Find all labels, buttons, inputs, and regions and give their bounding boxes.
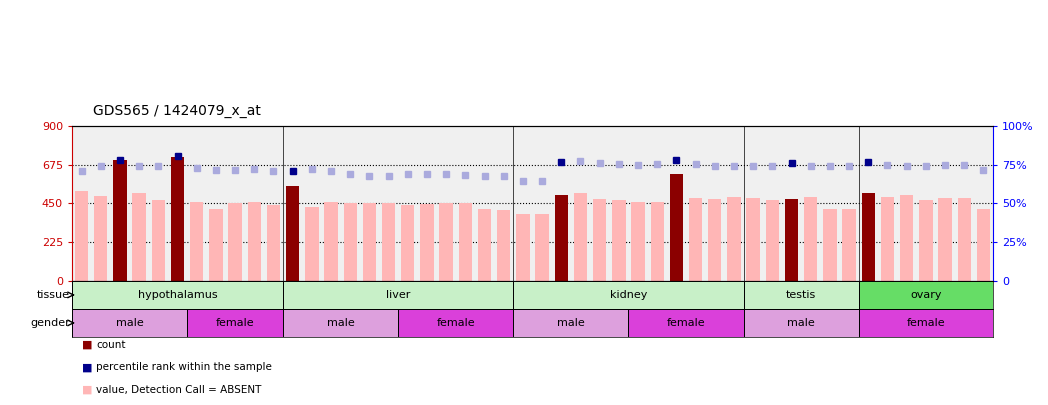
Bar	[152, 200, 165, 281]
Bar	[744, 309, 858, 337]
Bar	[478, 209, 492, 281]
Bar	[74, 191, 88, 281]
Text: female: female	[907, 318, 945, 328]
Bar	[938, 198, 952, 281]
Text: male: male	[556, 318, 585, 328]
Text: ovary: ovary	[910, 290, 941, 300]
Bar	[305, 207, 319, 281]
Text: tissue: tissue	[37, 290, 70, 300]
Text: female: female	[667, 318, 705, 328]
Text: value, Detection Call = ABSENT: value, Detection Call = ABSENT	[96, 385, 262, 394]
Bar	[593, 199, 607, 281]
Bar	[843, 209, 856, 281]
Bar	[283, 281, 514, 309]
Bar	[94, 196, 108, 281]
Text: male: male	[327, 318, 354, 328]
Bar	[670, 174, 683, 281]
Text: percentile rank within the sample: percentile rank within the sample	[96, 362, 272, 372]
Bar	[190, 202, 203, 281]
Bar	[746, 198, 760, 281]
Text: GDS565 / 1424079_x_at: GDS565 / 1424079_x_at	[93, 104, 261, 118]
Bar	[514, 309, 629, 337]
Text: male: male	[115, 318, 144, 328]
Bar	[420, 204, 434, 281]
Bar	[727, 196, 741, 281]
Bar	[459, 203, 472, 281]
Bar	[286, 186, 300, 281]
Bar	[398, 309, 514, 337]
Bar	[689, 198, 702, 281]
Text: liver: liver	[386, 290, 411, 300]
Text: ■: ■	[83, 340, 93, 350]
Bar	[861, 193, 875, 281]
Text: ■: ■	[83, 362, 93, 372]
Bar	[188, 309, 283, 337]
Bar	[72, 309, 188, 337]
Bar	[708, 199, 721, 281]
Text: gender: gender	[30, 318, 70, 328]
Bar	[247, 202, 261, 281]
Bar	[210, 209, 222, 281]
Bar	[880, 196, 894, 281]
Bar	[171, 157, 184, 281]
Bar	[344, 203, 357, 281]
Bar	[72, 281, 283, 309]
Bar	[804, 196, 817, 281]
Text: female: female	[436, 318, 475, 328]
Text: male: male	[787, 318, 815, 328]
Bar	[823, 209, 836, 281]
Bar	[858, 309, 994, 337]
Text: female: female	[216, 318, 255, 328]
Text: kidney: kidney	[610, 290, 647, 300]
Bar	[536, 214, 549, 281]
Bar	[517, 214, 529, 281]
Bar	[958, 198, 970, 281]
Bar	[573, 193, 587, 281]
Bar	[267, 205, 280, 281]
Text: count: count	[96, 340, 126, 350]
Text: hypothalamus: hypothalamus	[137, 290, 217, 300]
Bar	[977, 209, 990, 281]
Bar	[381, 203, 395, 281]
Text: ■: ■	[83, 385, 93, 394]
Bar	[283, 309, 398, 337]
Bar	[132, 193, 146, 281]
Bar	[766, 200, 779, 281]
Bar	[858, 281, 994, 309]
Bar	[439, 202, 453, 281]
Bar	[744, 281, 858, 309]
Bar	[363, 202, 376, 281]
Bar	[324, 202, 337, 281]
Bar	[113, 160, 127, 281]
Bar	[631, 202, 645, 281]
Bar	[228, 203, 242, 281]
Bar	[919, 200, 933, 281]
Bar	[900, 195, 914, 281]
Bar	[497, 210, 510, 281]
Bar	[612, 200, 626, 281]
Bar	[785, 199, 799, 281]
Bar	[651, 202, 664, 281]
Text: testis: testis	[786, 290, 816, 300]
Bar	[554, 195, 568, 281]
Bar	[514, 281, 744, 309]
Bar	[401, 205, 415, 281]
Bar	[629, 309, 744, 337]
